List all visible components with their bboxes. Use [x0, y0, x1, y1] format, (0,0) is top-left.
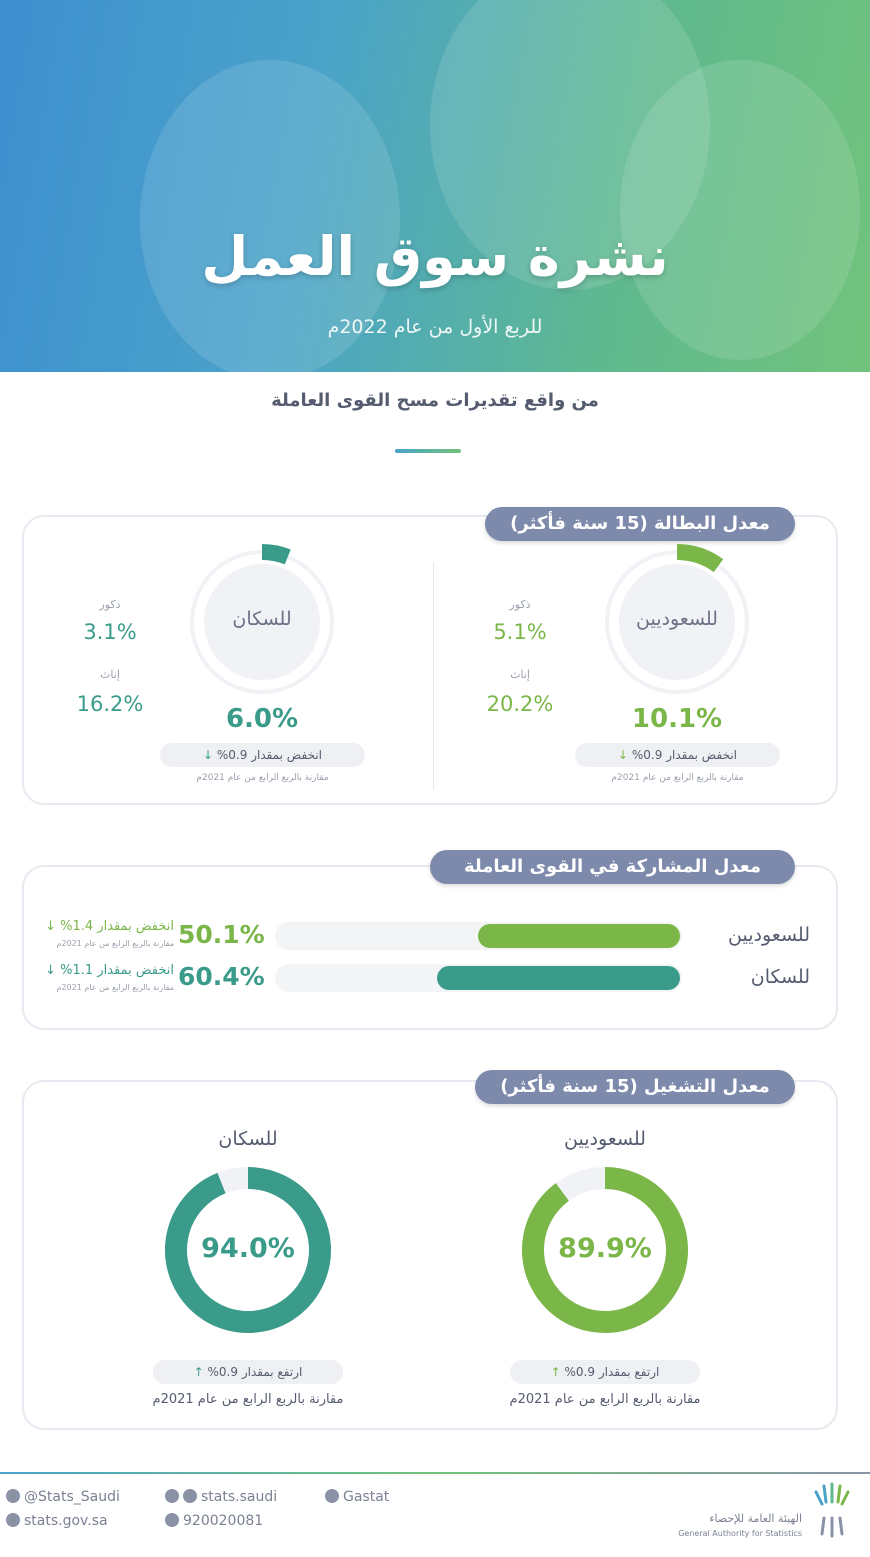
change-text: انخفض بمقدار 1.1% [60, 963, 174, 978]
unemployment-population-change: انخفض بمقدار 0.9% ↓ [160, 743, 365, 767]
saudi-female-label: إناث [510, 668, 530, 681]
gastat-logo [814, 1482, 850, 1538]
participation-population-bar [436, 966, 680, 990]
participation-saudi-change: انخفض بمقدار 1.4% ↓ [45, 918, 174, 935]
change-text: انخفض بمقدار 1.4% [60, 919, 174, 934]
linkedin-icon [325, 1489, 339, 1503]
unemployment-saudi-donut [605, 544, 749, 694]
social-link[interactable]: stats.saudi [165, 1489, 277, 1505]
phone-number: 920020081 [183, 1513, 264, 1529]
footer-divider [0, 1472, 870, 1474]
participation-saudi-track [275, 922, 682, 950]
employment-saudi-label: للسعوديين [564, 1128, 646, 1150]
page-title: نشرة سوق العمل [201, 225, 669, 288]
participation-saudi-value: 50.1% [178, 920, 265, 949]
employment-saudi-donut [522, 1167, 688, 1333]
arrow-down-icon: ↓ [203, 748, 214, 762]
source-note: من واقع تقديرات مسح القوى العاملة [271, 390, 599, 411]
header-band [0, 372, 870, 512]
org-name-en: General Authority for Statistics [678, 1529, 802, 1538]
participation-population-compare: مقارنة بالربع الرابع من عام 2021م [56, 983, 175, 992]
participation-saudi-label: للسعوديين [728, 924, 810, 946]
unemployment-population-compare: مقارنة بالربع الرابع من عام 2021م [196, 773, 329, 783]
employment-population-arc [165, 1167, 331, 1333]
unemployment-saudi-arc [676, 544, 724, 573]
unemployment-saudi-change: انخفض بمقدار 0.9% ↓ [575, 743, 780, 767]
unemployment-saudi-label: للسعوديين [636, 608, 718, 630]
participation-saudi-compare: مقارنة بالربع الرابع من عام 2021م [56, 939, 175, 948]
participation-population-track [275, 964, 682, 992]
unemployment-population-donut [190, 544, 334, 694]
employment-population-compare: مقارنة بالربع الرابع من عام 2021م [152, 1392, 344, 1407]
unemployment-population-value: 6.0% [225, 704, 299, 734]
org-name-ar: الهيئة العامة للإحصاء [709, 1512, 802, 1525]
employment-saudi-change: ارتفع بمقدار 0.9% ↑ [510, 1360, 700, 1384]
twitter-handle: @Stats_Saudi [24, 1489, 120, 1505]
unemployment-title: معدل البطالة (15 سنة فأكثر) [485, 507, 795, 541]
unemployment-population-label: للسكان [232, 608, 292, 630]
phone-icon [165, 1513, 179, 1527]
accent-divider [395, 449, 461, 453]
unemployment-population-arc [261, 544, 291, 565]
employment-saudi-compare: مقارنة بالربع الرابع من عام 2021م [509, 1392, 701, 1407]
population-male-label: ذكور [99, 598, 121, 611]
employment-card [22, 1080, 838, 1430]
participation-population-label: للسكان [750, 966, 810, 988]
website-link[interactable]: stats.gov.sa [6, 1513, 108, 1529]
unemployment-saudi-compare: مقارنة بالربع الرابع من عام 2021م [611, 773, 744, 783]
change-text: ارتفع بمقدار 0.9% [564, 1365, 660, 1379]
population-male-value: 3.1% [83, 620, 137, 644]
employment-title: معدل التشغيل (15 سنة فأكثر) [475, 1070, 795, 1104]
divider [433, 562, 434, 790]
change-text: انخفض بمقدار 0.9% [216, 748, 322, 762]
globe-icon [6, 1513, 20, 1527]
participation-population-change: انخفض بمقدار 1.1% ↓ [45, 962, 174, 979]
page-subtitle: للربع الأول من عام 2022م [327, 316, 543, 338]
population-female-value: 16.2% [76, 692, 144, 716]
population-female-label: إناث [100, 668, 120, 681]
linkedin-handle: Gastat [343, 1489, 390, 1505]
change-text: ارتفع بمقدار 0.9% [207, 1365, 303, 1379]
arrow-down-icon: ↓ [45, 919, 56, 934]
facebook-icon [165, 1489, 179, 1503]
linkedin-link[interactable]: Gastat [325, 1489, 389, 1505]
social-handle: stats.saudi [201, 1489, 278, 1505]
employment-population-value: 94.0% [201, 1233, 295, 1264]
employment-saudi-arc [522, 1167, 688, 1333]
saudi-male-label: ذكور [509, 598, 531, 611]
phone-link[interactable]: 920020081 [165, 1513, 263, 1529]
employment-population-change: ارتفع بمقدار 0.9% ↑ [153, 1360, 343, 1384]
participation-population-value: 60.4% [178, 962, 265, 991]
twitter-link[interactable]: @Stats_Saudi [6, 1489, 120, 1505]
twitter-icon [6, 1489, 20, 1503]
saudi-male-value: 5.1% [493, 620, 547, 644]
employment-population-donut [165, 1167, 331, 1333]
arrow-down-icon: ↓ [45, 963, 56, 978]
change-text: انخفض بمقدار 0.9% [631, 748, 737, 762]
unemployment-saudi-value: 10.1% [631, 704, 723, 734]
participation-saudi-bar [478, 924, 680, 948]
website-url: stats.gov.sa [24, 1513, 108, 1529]
arrow-up-icon: ↑ [193, 1365, 204, 1379]
participation-title: معدل المشاركة في القوى العاملة [430, 850, 795, 884]
arrow-up-icon: ↑ [550, 1365, 561, 1379]
employment-saudi-value: 89.9% [558, 1233, 652, 1264]
instagram-icon [183, 1489, 197, 1503]
saudi-female-value: 20.2% [486, 692, 554, 716]
arrow-down-icon: ↓ [618, 748, 629, 762]
employment-population-label: للسكان [218, 1128, 278, 1150]
